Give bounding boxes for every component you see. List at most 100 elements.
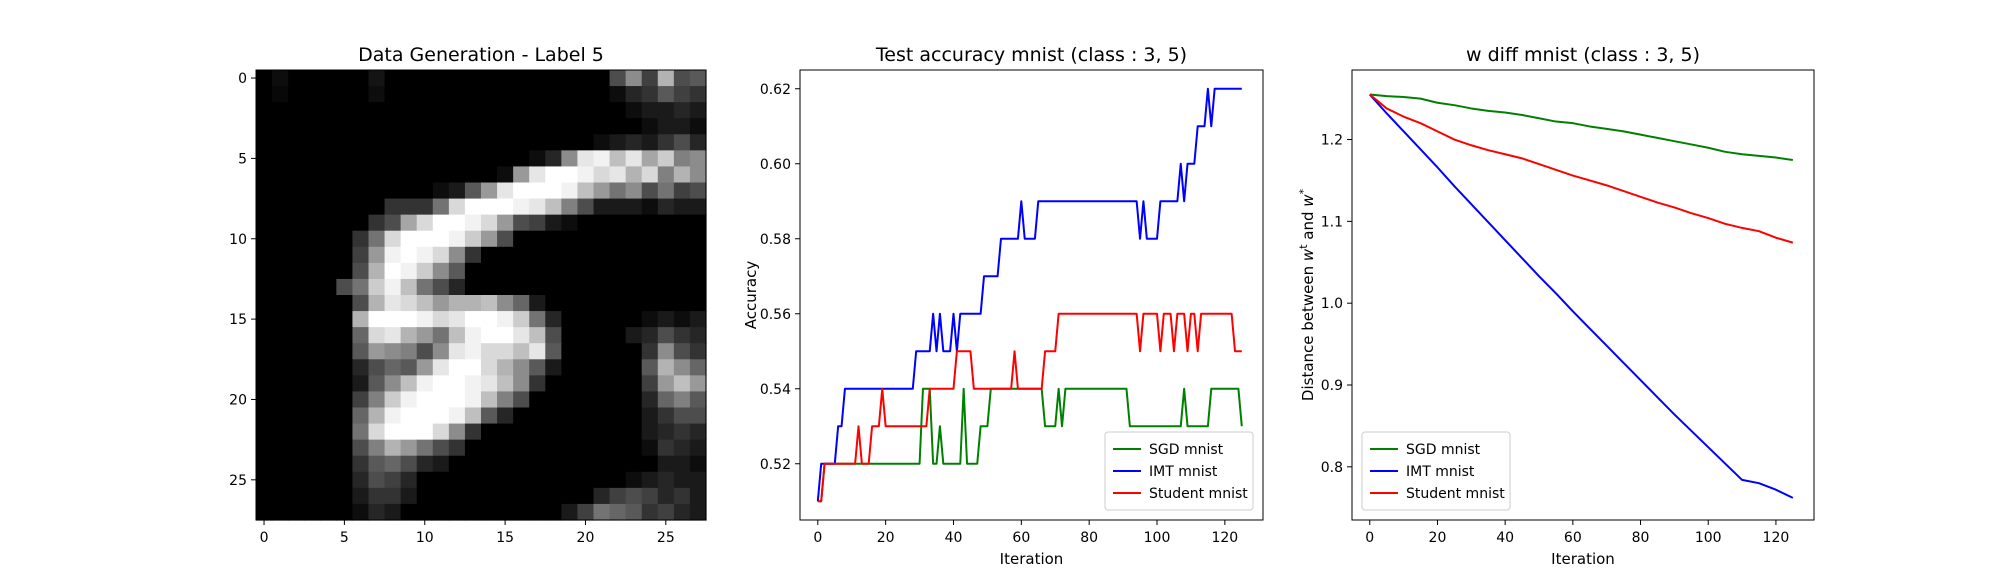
heatmap-cell (657, 455, 675, 473)
heatmap-cell (368, 391, 386, 409)
heatmap-cell (497, 134, 514, 151)
y-axis-label-part: w (1299, 248, 1317, 261)
heatmap-cell (368, 214, 386, 232)
heatmap-cell (368, 439, 386, 457)
heatmap-cell (320, 134, 337, 151)
heatmap-cell (320, 375, 337, 393)
heatmap-cell (352, 391, 370, 409)
heatmap-cell (368, 70, 386, 87)
heatmap-cell (256, 423, 273, 441)
heatmap-cell (256, 327, 273, 344)
heatmap-cell (448, 391, 466, 409)
heatmap-cell (336, 503, 354, 521)
heatmap-cell (545, 262, 562, 280)
heatmap-cell (513, 214, 530, 232)
heatmap-cell (657, 102, 675, 119)
heatmap-cell (545, 230, 562, 248)
heatmap-cell (673, 439, 691, 457)
heatmap-cell (641, 278, 659, 296)
heatmap-cell (416, 503, 434, 521)
heatmap-cell (320, 214, 337, 232)
heatmap-cell (384, 295, 402, 312)
heatmap-cell (593, 503, 611, 521)
heatmap-cell (432, 118, 450, 135)
heatmap-cell (497, 423, 514, 441)
heatmap-cell (432, 455, 450, 473)
heatmap-cell (609, 311, 627, 328)
heatmap-cell (448, 246, 466, 264)
heatmap-cell (689, 214, 707, 232)
heatmap-cell (288, 455, 305, 473)
heatmap-cell (625, 359, 643, 376)
heatmap-cell (368, 471, 386, 489)
heatmap-cell (593, 118, 611, 135)
heatmap-cell (673, 391, 691, 409)
heatmap-cell (416, 198, 434, 216)
heatmap-cell (320, 439, 337, 457)
x-tick-label: 100 (1144, 530, 1171, 546)
heatmap-cell (609, 455, 627, 473)
heatmap-cell (384, 471, 402, 489)
heatmap-cell (432, 439, 450, 457)
heatmap-cell (625, 150, 643, 168)
heatmap-cell (529, 134, 546, 151)
heatmap-cell (625, 86, 643, 103)
heatmap-cell (481, 278, 498, 296)
heatmap-cell (288, 134, 305, 151)
chart-title: Test accuracy mnist (class : 3, 5) (875, 44, 1187, 66)
heatmap-cell (400, 311, 418, 328)
heatmap-cell (481, 311, 498, 328)
heatmap-cell (368, 150, 386, 168)
heatmap-cell (657, 375, 675, 393)
heatmap-cell (497, 86, 514, 103)
heatmap-cell (432, 102, 450, 119)
heatmap-cell (561, 182, 579, 200)
heatmap-cell (577, 262, 595, 280)
heatmap-cell (432, 391, 450, 409)
heatmap-cell (400, 134, 418, 151)
heatmap-cell (416, 102, 434, 119)
heatmap-cell (625, 118, 643, 135)
heatmap-cell (336, 86, 354, 103)
heatmap-cell (464, 327, 482, 344)
heatmap-cell (272, 230, 289, 248)
heatmap-cell (272, 327, 289, 344)
heatmap-cell (577, 359, 595, 376)
heatmap-cell (320, 118, 337, 135)
heatmap-cell (384, 327, 402, 344)
heatmap-cell (609, 182, 627, 200)
heatmap-cell (320, 150, 337, 168)
heatmap-cell (561, 311, 579, 328)
heatmap-cell (304, 375, 321, 393)
heatmap-cell (384, 278, 402, 296)
heatmap-cell (657, 134, 675, 151)
chart-title: Data Generation - Label 5 (358, 44, 604, 66)
heatmap-cell (689, 359, 707, 376)
heatmap-cell (513, 455, 530, 473)
heatmap-cell (657, 295, 675, 312)
heatmap-cell (577, 503, 595, 521)
y-tick-label: 0.58 (760, 232, 791, 248)
heatmap-cell (561, 246, 579, 264)
heatmap-cell (513, 375, 530, 393)
heatmap-cell (400, 230, 418, 248)
heatmap-cell (545, 455, 562, 473)
heatmap-cell (545, 343, 562, 360)
heatmap-cell (625, 262, 643, 280)
heatmap-cell (272, 182, 289, 200)
heatmap-cell (432, 295, 450, 312)
heatmap-cell (416, 70, 434, 87)
heatmap-cell (368, 375, 386, 393)
heatmap-cell (689, 134, 707, 151)
heatmap-cell (400, 182, 418, 200)
heatmap-cell (689, 230, 707, 248)
heatmap-cell (288, 262, 305, 280)
heatmap-cell (416, 391, 434, 409)
heatmap-cell (577, 375, 595, 393)
heatmap-cell (609, 246, 627, 264)
heatmap-cell (336, 391, 354, 409)
heatmap-cell (673, 311, 691, 328)
heatmap-cell (609, 150, 627, 168)
heatmap-cell (432, 487, 450, 505)
heatmap-cell (481, 118, 498, 135)
